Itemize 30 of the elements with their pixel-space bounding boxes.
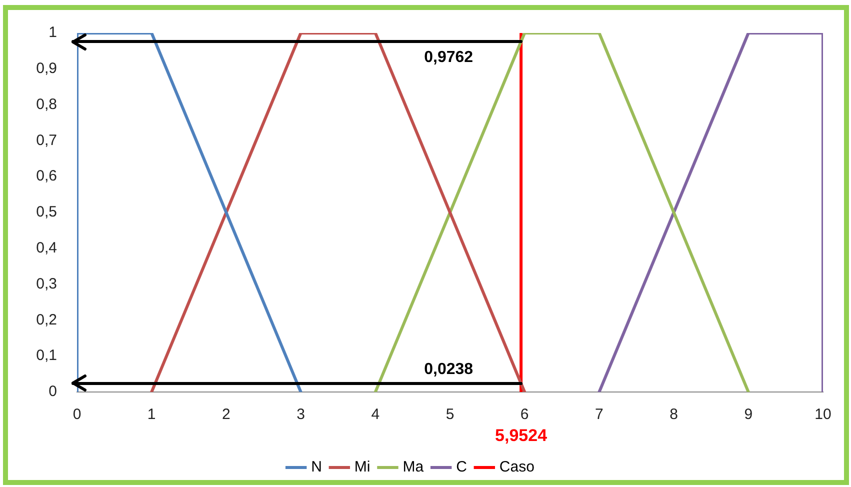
x-tick-label: 1 <box>147 406 156 424</box>
y-tick-label: 0 <box>48 383 57 400</box>
y-tick-label: 0,5 <box>36 204 57 221</box>
legend-label: Caso <box>499 458 534 476</box>
x-tick-label: 3 <box>296 406 305 424</box>
y-tick-label: 0,3 <box>36 275 57 292</box>
ref-line-label: 0,9762 <box>424 48 474 66</box>
y-tick-label: 0,6 <box>36 168 57 185</box>
legend-label: Mi <box>354 458 370 476</box>
legend-label: C <box>456 458 468 476</box>
ref-line-label: 0,0238 <box>424 360 474 378</box>
x-tick-label: 2 <box>222 406 230 424</box>
x-tick-label: 6 <box>520 406 529 424</box>
legend-label: Ma <box>402 458 424 476</box>
y-tick-label: 0,4 <box>36 240 57 257</box>
x-tick-label: 10 <box>814 406 832 424</box>
x-tick-label: 4 <box>371 406 380 424</box>
y-tick-label: 0,1 <box>36 347 57 364</box>
x-tick-label: 0 <box>72 406 82 424</box>
y-tick-label: 1 <box>48 24 57 42</box>
x-tick-label: 5 <box>446 406 454 424</box>
x-tick-label: 8 <box>670 406 678 424</box>
x-tick-label: 9 <box>744 406 753 424</box>
y-tick-label: 0,8 <box>36 96 57 113</box>
annotation: 5,9524 <box>495 426 548 446</box>
y-tick-label: 0,7 <box>36 132 57 149</box>
x-tick-label: 7 <box>595 406 604 424</box>
y-tick-label: 0,9 <box>36 60 57 78</box>
legend-label: N <box>311 458 322 476</box>
y-tick-label: 0,2 <box>36 311 57 328</box>
